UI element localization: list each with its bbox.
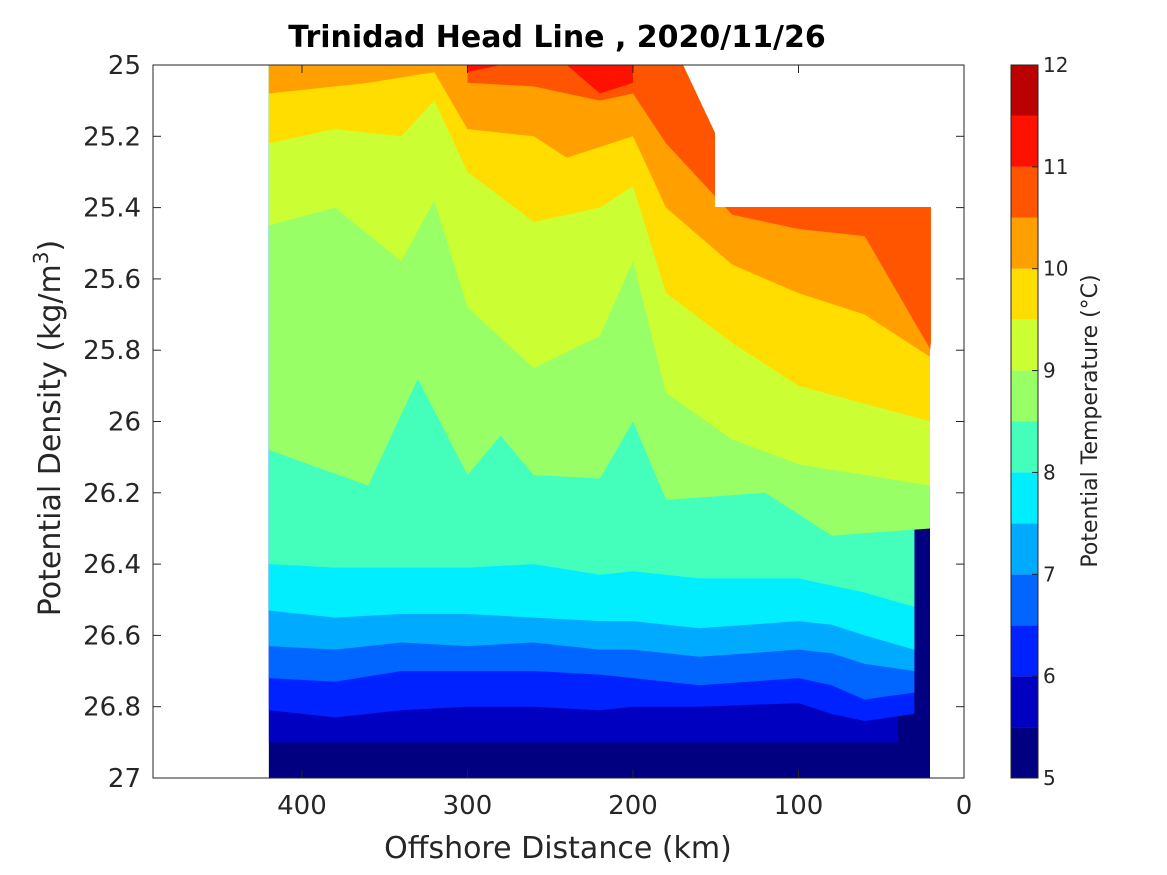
x-tick-label: 200 <box>608 791 658 821</box>
colorbar-segment <box>1011 370 1038 422</box>
y-axis-title-superscript: 3 <box>29 251 53 264</box>
y-axis-ticks: 25 25.2 25.4 25.6 25.8 26 26.2 26.4 26.6 26.8 27 <box>83 51 964 794</box>
x-tick-label: 400 <box>277 791 327 821</box>
chart-title: Trinidad Head Line , 2020/11/26 <box>288 20 825 55</box>
colorbar-segment <box>1011 574 1038 626</box>
y-axis-title: Potential Density (kg/m3) <box>29 240 68 616</box>
x-tick-label: 100 <box>774 791 824 821</box>
x-axis-ticks: 400 300 200 100 0 <box>277 65 972 821</box>
colorbar-tick-label: 6 <box>1043 664 1056 688</box>
colorbar-segment <box>1011 727 1038 778</box>
y-tick-label: 25.8 <box>83 336 141 366</box>
y-tick-label: 26.2 <box>83 479 141 509</box>
colorbar-segment <box>1011 625 1038 677</box>
colorbar-tick-label: 10 <box>1043 257 1068 281</box>
colorbar-segment <box>1011 268 1038 320</box>
y-axis-title-main: Potential Density (kg/m <box>33 264 68 616</box>
y-tick-label: 26.8 <box>83 693 141 723</box>
colorbar-segment <box>1011 523 1038 575</box>
x-tick-label: 300 <box>443 791 493 821</box>
y-tick-label: 25.6 <box>83 265 141 295</box>
colorbar-title: Potential Temperature (°C) <box>1078 274 1103 567</box>
y-tick-label: 27 <box>108 764 141 794</box>
colorbar-segment <box>1011 115 1038 167</box>
colorbar-segment <box>1011 421 1038 473</box>
x-tick-label: 0 <box>956 791 973 821</box>
colorbar: 5 6 7 8 9 10 11 12 <box>1011 53 1068 790</box>
colorbar-tick-label: 11 <box>1043 155 1068 179</box>
colorbar-tick-label: 5 <box>1043 766 1056 790</box>
contour-band <box>467 65 633 94</box>
colorbar-tick-label: 9 <box>1043 359 1056 383</box>
y-tick-label: 26 <box>108 408 141 438</box>
y-tick-label: 26.4 <box>83 550 141 580</box>
colorbar-tick-label: 7 <box>1043 562 1056 586</box>
y-axis-title-close: ) <box>33 240 68 252</box>
colorbar-tick-label: 12 <box>1043 53 1068 77</box>
colorbar-frame <box>1010 64 1039 779</box>
colorbar-segment <box>1011 166 1038 218</box>
y-tick-label: 25 <box>108 51 141 81</box>
colorbar-tick-label: 8 <box>1043 460 1056 484</box>
x-axis-title: Offshore Distance (km) <box>384 831 732 866</box>
y-tick-label: 26.6 <box>83 621 141 651</box>
y-tick-label: 25.2 <box>83 122 141 152</box>
colorbar-segment <box>1011 676 1038 728</box>
colorbar-segment <box>1011 65 1038 116</box>
colorbar-segment <box>1011 217 1038 269</box>
y-tick-label: 25.4 <box>83 194 141 224</box>
colorbar-segment <box>1011 319 1038 371</box>
colorbar-segment <box>1011 472 1038 524</box>
